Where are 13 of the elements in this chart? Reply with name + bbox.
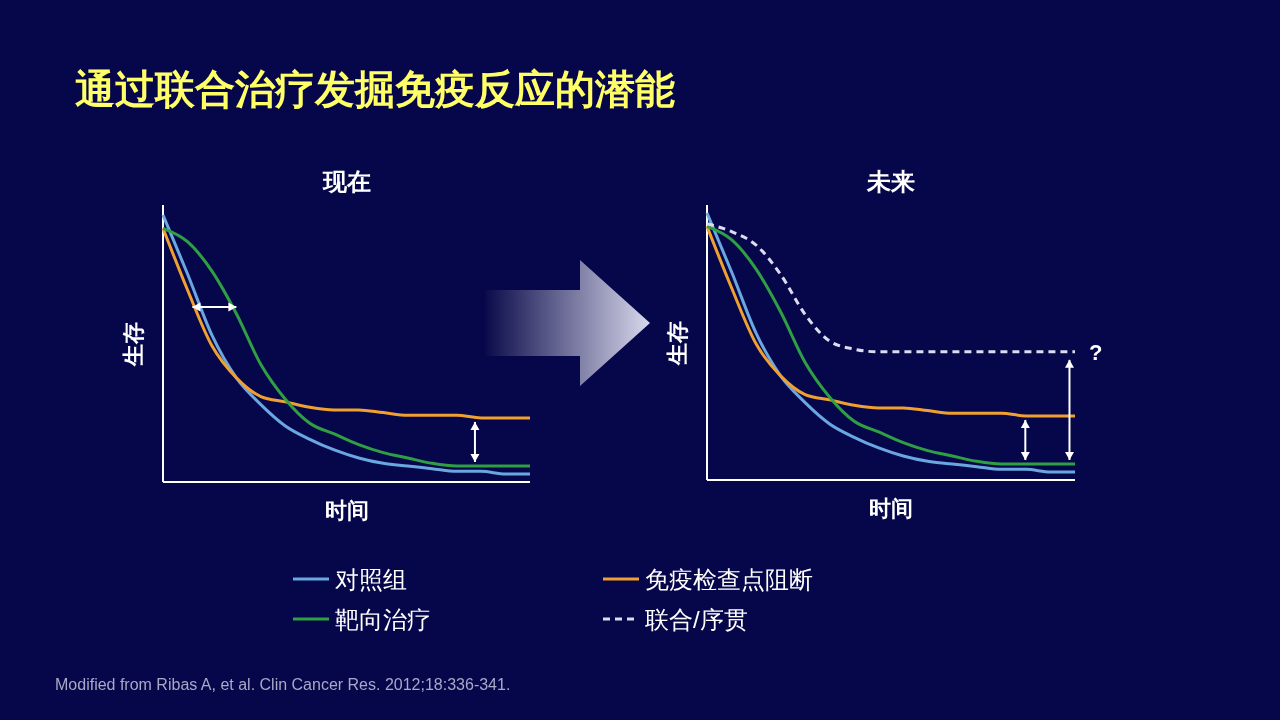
text: Modified from Ribas A, et al. Clin Cancer Res. 2012;18:336-341. bbox=[55, 676, 511, 693]
x-axis-title: 时间 bbox=[324, 498, 369, 523]
y-axis-title: 生存 bbox=[665, 320, 690, 366]
y-axis-title: 生存 bbox=[121, 321, 146, 367]
chart-title: 现在 bbox=[321, 168, 371, 195]
legend-label: 对照组 bbox=[335, 566, 407, 593]
x-axis-title: 时间 bbox=[869, 496, 913, 521]
chart-title: 未来 bbox=[866, 168, 915, 195]
text: ? bbox=[1089, 339, 1103, 365]
legend-label: 免疫检查点阻断 bbox=[645, 566, 813, 593]
legend-label: 靶向治疗 bbox=[335, 606, 431, 633]
text: 通过联合治疗发掘免疫反应的潜能 bbox=[75, 67, 675, 111]
legend-label: 联合/序贯 bbox=[645, 606, 748, 633]
